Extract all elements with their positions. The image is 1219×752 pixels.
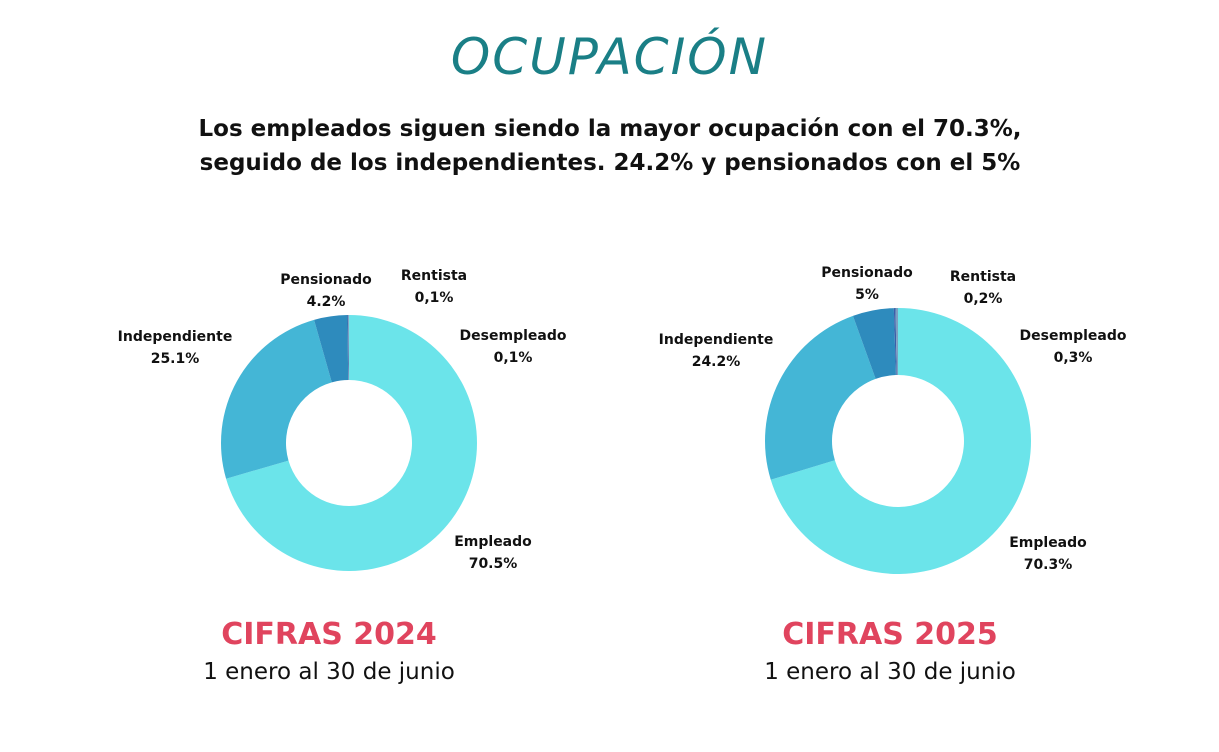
label-empleado-2024: Empleado xyxy=(454,534,532,550)
label-desempleado-2024: Desempleado xyxy=(460,328,567,344)
label-rentista-2025: Rentista xyxy=(950,269,1016,285)
slice-pensionado-2024 xyxy=(314,315,349,383)
slice-rentista-2024 xyxy=(347,315,349,381)
label-rentista-2024: Rentista xyxy=(401,268,467,284)
slice-desempleado-2025 xyxy=(895,308,898,376)
value-rentista-2024: 0,1% xyxy=(415,290,454,306)
slice-empleado-2024 xyxy=(226,315,478,571)
value-independiente-2024: 25.1% xyxy=(151,351,200,367)
slice-independiente-2025 xyxy=(765,315,876,480)
subtitle-line-1: Los empleados siguen siendo la mayor ocu… xyxy=(198,116,1022,142)
chart-2025-title: CIFRAS 2025 xyxy=(782,617,998,652)
slice-independiente-2024 xyxy=(220,319,332,479)
value-desempleado-2024: 0,1% xyxy=(494,350,533,366)
value-desempleado-2025: 0,3% xyxy=(1054,350,1093,366)
chart-2024-caption: CIFRAS 2024 1 enero al 30 de junio xyxy=(129,615,529,689)
slice-rentista-2025 xyxy=(893,308,897,376)
slice-pensionado-2025 xyxy=(852,308,896,379)
chart-2024-title: CIFRAS 2024 xyxy=(221,617,437,652)
chart-2025-caption: CIFRAS 2025 1 enero al 30 de junio xyxy=(690,615,1090,689)
slice-empleado-2025 xyxy=(770,308,1031,574)
subtitle-line-2: seguido de los independientes. 24.2% y p… xyxy=(199,150,1021,176)
label-independiente-2025: Independiente xyxy=(659,332,774,348)
chart-2025-subtitle: 1 enero al 30 de junio xyxy=(764,659,1016,685)
label-pensionado-2024: Pensionado xyxy=(280,272,372,288)
page-subtitle: Los empleados siguen siendo la mayor ocu… xyxy=(110,112,1110,180)
value-rentista-2025: 0,2% xyxy=(964,291,1003,307)
value-empleado-2024: 70.5% xyxy=(469,556,518,572)
value-pensionado-2024: 4.2% xyxy=(307,294,346,310)
label-empleado-2025: Empleado xyxy=(1009,535,1087,551)
label-desempleado-2025: Desempleado xyxy=(1020,328,1127,344)
value-empleado-2025: 70.3% xyxy=(1024,557,1073,573)
page-title: OCUPACIÓN xyxy=(450,28,769,86)
slice-desempleado-2024 xyxy=(348,315,349,381)
value-pensionado-2025: 5% xyxy=(855,287,879,303)
chart-2024-subtitle: 1 enero al 30 de junio xyxy=(203,659,455,685)
label-independiente-2024: Independiente xyxy=(118,329,233,345)
label-pensionado-2025: Pensionado xyxy=(821,265,913,281)
value-independiente-2025: 24.2% xyxy=(692,354,741,370)
